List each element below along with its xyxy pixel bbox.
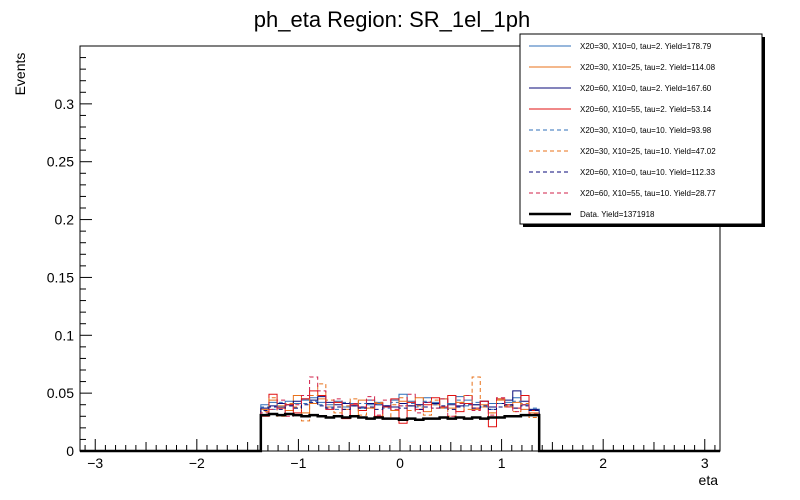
series-8-histogram	[80, 412, 720, 453]
axes: 0 0.05 0.1 0.15 0.2 0.25 0.3 −3 −2 −1 0 1 2 3	[47, 57, 716, 471]
x-tick-label: 2	[599, 455, 607, 471]
legend-entry-0: X20=30, X10=0, tau=2. Yield=178.79	[580, 42, 712, 51]
legend-entry-5: X20=30, X10=25, tau=10. Yield=47.02	[580, 147, 716, 156]
y-tick-label: 0.2	[55, 212, 75, 228]
x-axis-label: eta	[699, 472, 719, 488]
y-tick-label: 0.1	[55, 327, 75, 343]
legend-entry-2: X20=60, X10=0, tau=2. Yield=167.60	[580, 84, 712, 93]
x-tick-label: 3	[701, 455, 709, 471]
x-tick-label: −1	[290, 455, 306, 471]
legend-entry-1: X20=30, X10=25, tau=2. Yield=114.08	[580, 63, 716, 72]
y-axis-label: Events	[12, 53, 28, 96]
y-tick-label: 0.05	[47, 385, 74, 401]
x-tick-label: −2	[189, 455, 205, 471]
y-tick-label: 0.3	[55, 96, 75, 112]
y-tick-label: 0.15	[47, 269, 74, 285]
legend-entry-4: X20=30, X10=0, tau=10. Yield=93.98	[580, 126, 712, 135]
series-group	[80, 376, 720, 453]
chart-title: ph_eta Region: SR_1el_1ph	[254, 7, 530, 32]
legend-entry-6: X20=60, X10=0, tau=10. Yield=112.33	[580, 168, 716, 177]
legend: X20=30, X10=0, tau=2. Yield=178.79 X20=30…	[519, 33, 765, 227]
y-tick-label: 0	[66, 443, 74, 459]
legend-entry-3: X20=60, X10=55, tau=2. Yield=53.14	[580, 105, 712, 114]
series-6-histogram	[80, 401, 720, 452]
legend-entry-7: X20=60, X10=55, tau=10. Yield=28.77	[580, 189, 716, 198]
legend-box	[519, 33, 763, 225]
x-tick-label: −3	[87, 455, 103, 471]
legend-entry-8: Data. Yield=1371918	[580, 210, 655, 219]
series-7-histogram	[80, 376, 720, 452]
y-tick-label: 0.25	[47, 154, 74, 170]
x-tick-label: 0	[396, 455, 404, 471]
x-tick-label: 1	[498, 455, 506, 471]
